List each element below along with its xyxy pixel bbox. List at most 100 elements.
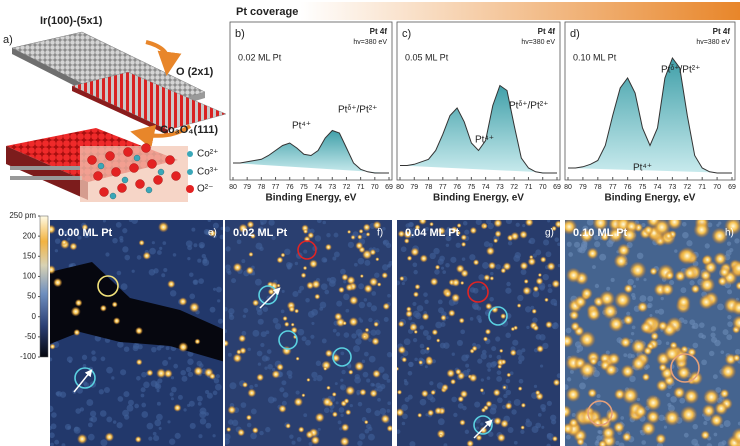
stm-texture — [358, 433, 366, 440]
stm-texture — [597, 430, 601, 434]
stm-texture — [189, 422, 196, 429]
stm-texture — [256, 350, 263, 357]
adatom — [578, 361, 596, 379]
adatom — [99, 304, 107, 312]
adatom — [699, 269, 712, 282]
stm-texture — [152, 431, 157, 436]
adatom — [414, 283, 421, 290]
adatom — [653, 220, 671, 236]
stm-texture — [206, 392, 213, 399]
adatom — [403, 230, 412, 239]
adatom — [520, 425, 525, 430]
stm-texture — [198, 278, 205, 285]
stm-texture — [183, 408, 187, 412]
stm-texture — [137, 344, 143, 350]
stm-texture — [726, 334, 733, 341]
adatom — [676, 295, 691, 310]
adatom — [468, 373, 478, 383]
stm-texture — [526, 325, 530, 330]
stm-texture — [122, 228, 128, 234]
stm-texture — [565, 327, 572, 334]
stm-texture — [112, 237, 118, 244]
stm-texture — [520, 429, 525, 435]
stm-texture — [169, 392, 174, 397]
stm-texture — [437, 418, 445, 426]
stm-texture — [476, 426, 480, 430]
stm-texture — [212, 222, 219, 229]
marker-circle — [278, 330, 298, 350]
stm-texture — [451, 396, 457, 403]
stm-texture — [520, 269, 527, 276]
stm-texture — [249, 384, 254, 390]
adatom — [586, 247, 599, 260]
stm-texture — [363, 351, 369, 357]
adatom — [617, 243, 631, 258]
colorbar-label: 50 — [27, 292, 36, 301]
adatom — [293, 397, 304, 407]
panel-label: d) — [570, 28, 580, 40]
x-tick-label: 75 — [467, 184, 475, 191]
stm-texture — [542, 273, 549, 281]
stm-texture — [317, 427, 321, 431]
stm-texture — [209, 306, 216, 313]
x-tick-label: 75 — [300, 184, 308, 191]
stm-texture — [69, 233, 73, 237]
adatom — [276, 363, 284, 371]
adatom — [604, 363, 618, 377]
stm-texture — [627, 278, 634, 286]
stm-texture — [496, 375, 503, 382]
stm-texture — [445, 262, 450, 268]
stm-texture — [343, 293, 350, 301]
adatom — [702, 254, 713, 266]
adatom — [693, 221, 711, 239]
adatom — [629, 261, 647, 279]
stm-texture — [227, 352, 232, 357]
stm-texture — [353, 262, 358, 267]
stm-texture — [593, 234, 599, 241]
adatom — [397, 408, 405, 417]
stm-texture — [375, 248, 380, 253]
adatom — [483, 274, 491, 282]
stm-texture — [124, 414, 130, 420]
adatom — [493, 238, 499, 244]
stm-texture — [379, 408, 387, 415]
stm-texture — [660, 296, 664, 301]
adatom — [309, 259, 318, 269]
stm-texture — [386, 409, 391, 413]
stm-texture — [50, 423, 57, 430]
stm-texture — [368, 355, 376, 363]
x-tick-label: 74 — [482, 184, 490, 191]
adatom — [76, 433, 88, 445]
stm-texture — [76, 387, 83, 394]
adatom — [657, 320, 668, 332]
adatom — [551, 435, 558, 442]
stm-texture — [156, 250, 162, 256]
stm-texture — [219, 234, 223, 240]
adatom — [713, 252, 727, 266]
stm-texture — [204, 389, 210, 395]
stm-texture — [444, 229, 451, 236]
adatom — [61, 239, 68, 246]
adatom — [427, 409, 435, 417]
adatom — [430, 389, 436, 396]
adatom — [397, 320, 405, 328]
film-label: Co₃O₄(111) — [160, 124, 218, 136]
stm-texture — [416, 305, 424, 312]
stm-texture — [674, 249, 678, 253]
stm-texture — [321, 338, 327, 344]
stm-texture — [623, 353, 628, 358]
adatom — [664, 270, 675, 281]
stm-texture — [215, 286, 222, 293]
stm-texture — [408, 361, 414, 368]
adatom — [138, 239, 145, 246]
x-tick-label: 80 — [229, 184, 237, 191]
adatom — [322, 397, 333, 407]
stm-texture — [462, 220, 468, 226]
stm-texture — [667, 402, 672, 408]
stm-texture — [259, 430, 264, 436]
coverage: 0.05 ML Pt — [405, 52, 449, 62]
x-tick-label: 79 — [579, 184, 587, 191]
stm-texture — [487, 368, 491, 372]
stm-texture — [311, 308, 318, 316]
stm-texture — [148, 436, 153, 441]
